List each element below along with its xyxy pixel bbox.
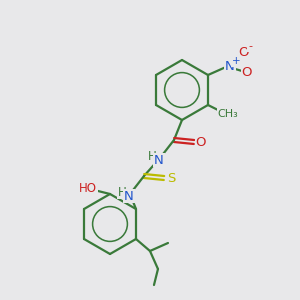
Text: N: N bbox=[124, 190, 134, 202]
Text: O: O bbox=[196, 136, 206, 148]
Text: -: - bbox=[248, 41, 252, 51]
Text: HO: HO bbox=[79, 182, 97, 196]
Text: O: O bbox=[239, 46, 249, 59]
Text: H: H bbox=[118, 185, 126, 199]
Text: H: H bbox=[148, 149, 156, 163]
Text: N: N bbox=[154, 154, 164, 166]
Text: N: N bbox=[225, 59, 235, 73]
Text: CH₃: CH₃ bbox=[218, 109, 239, 119]
Text: O: O bbox=[242, 65, 252, 79]
Text: +: + bbox=[232, 56, 240, 66]
Text: S: S bbox=[167, 172, 175, 184]
